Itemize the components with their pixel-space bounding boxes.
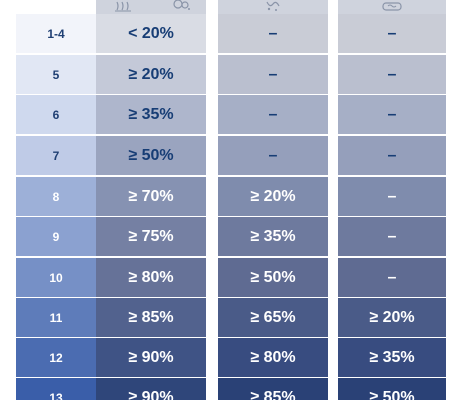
col2-cell: – xyxy=(218,136,328,175)
col3-cell: – xyxy=(338,177,446,216)
col3-cell: – xyxy=(338,14,446,53)
col3-cell: – xyxy=(338,217,446,256)
level-cell: 7 xyxy=(16,136,96,175)
steam-pot-icon xyxy=(380,0,404,12)
col3-cell: ≥ 20% xyxy=(338,298,446,337)
table-row: 8 ≥ 70% ≥ 20% – xyxy=(16,177,446,216)
level-cell: 8 xyxy=(16,177,96,216)
col2-cell: – xyxy=(218,95,328,134)
col1-cell: ≥ 50% xyxy=(96,136,206,175)
col1-cell: ≥ 35% xyxy=(96,95,206,134)
col3-cell: – xyxy=(338,258,446,297)
header-col2 xyxy=(218,0,328,14)
col2-cell: ≥ 80% xyxy=(218,338,328,377)
table-row: 5 ≥ 20% – – xyxy=(16,55,446,94)
level-cell: 9 xyxy=(16,217,96,256)
table-row: 11 ≥ 85% ≥ 65% ≥ 20% xyxy=(16,298,446,337)
col3-cell: – xyxy=(338,136,446,175)
level-cell: 13 xyxy=(16,378,96,400)
gear-cloud-icon xyxy=(170,0,192,12)
col1-cell: ≥ 90% xyxy=(96,378,206,400)
col2-cell: ≥ 85% xyxy=(218,378,328,400)
table-row: 13 ≥ 90% ≥ 85% ≥ 50% xyxy=(16,378,446,400)
col2-cell: ≥ 65% xyxy=(218,298,328,337)
table-row: 12 ≥ 90% ≥ 80% ≥ 35% xyxy=(16,338,446,377)
level-cell: 1-4 xyxy=(16,14,96,53)
level-cell: 6 xyxy=(16,95,96,134)
splash-icon xyxy=(264,0,282,12)
col1-cell: ≥ 75% xyxy=(96,217,206,256)
col1-cell: ≥ 80% xyxy=(96,258,206,297)
heat-waves-icon xyxy=(114,0,136,12)
level-cell: 12 xyxy=(16,338,96,377)
col1-cell: ≥ 20% xyxy=(96,55,206,94)
table-row: 9 ≥ 75% ≥ 35% – xyxy=(16,217,446,256)
col3-cell: – xyxy=(338,55,446,94)
table-row: 6 ≥ 35% – – xyxy=(16,95,446,134)
level-cell: 5 xyxy=(16,55,96,94)
level-cell: 10 xyxy=(16,258,96,297)
col2-cell: ≥ 20% xyxy=(218,177,328,216)
col1-cell: ≥ 85% xyxy=(96,298,206,337)
header-col1 xyxy=(96,0,206,14)
table-row: 7 ≥ 50% – – xyxy=(16,136,446,175)
col2-cell: ≥ 50% xyxy=(218,258,328,297)
col3-cell: ≥ 50% xyxy=(338,378,446,400)
col1-cell: ≥ 70% xyxy=(96,177,206,216)
table-row: 1-4 < 20% – – xyxy=(16,14,446,53)
header-col3 xyxy=(338,0,446,14)
table-row: 10 ≥ 80% ≥ 50% – xyxy=(16,258,446,297)
col3-cell: ≥ 35% xyxy=(338,338,446,377)
col2-cell: – xyxy=(218,55,328,94)
level-table: 1-4 < 20% – – 5 ≥ 20% – – 6 ≥ 35% – – 7 … xyxy=(16,0,446,400)
level-cell: 11 xyxy=(16,298,96,337)
col1-cell: < 20% xyxy=(96,14,206,53)
col2-cell: ≥ 35% xyxy=(218,217,328,256)
col2-cell: – xyxy=(218,14,328,53)
col3-cell: – xyxy=(338,95,446,134)
col1-cell: ≥ 90% xyxy=(96,338,206,377)
table-header xyxy=(16,0,446,14)
